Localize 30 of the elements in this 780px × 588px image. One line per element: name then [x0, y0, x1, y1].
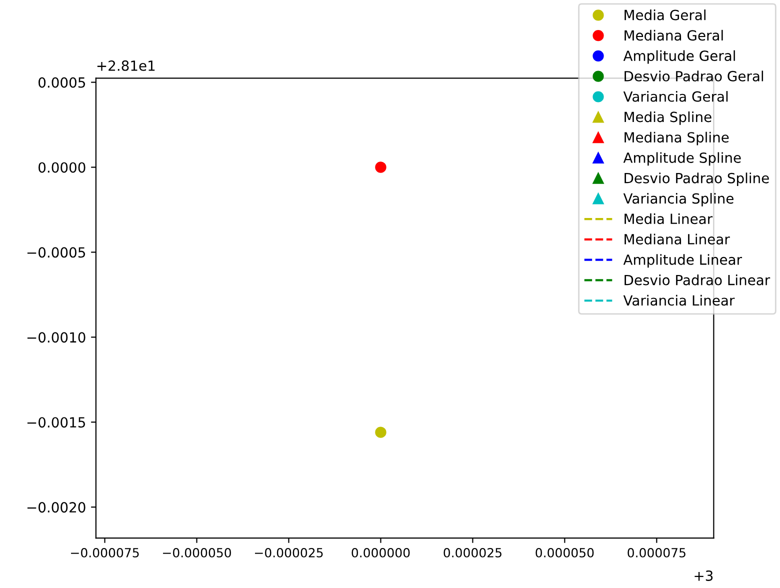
legend-label: Desvio Padrao Linear — [624, 274, 770, 286]
x-tick-label: −0.000025 — [255, 548, 323, 558]
legend-label: Amplitude Spline — [623, 152, 741, 166]
legend-label: Variancia Linear — [623, 294, 735, 306]
legend-label: Mediana Geral — [624, 30, 723, 41]
legend-label: Desvio Padrao Geral — [624, 70, 764, 82]
x-tick-label: 0.000050 — [536, 548, 594, 558]
y-tick-label: −0.0015 — [27, 417, 86, 428]
x-tick-label: −0.000050 — [163, 548, 231, 558]
legend-label: Mediana Linear — [624, 234, 730, 245]
legend-label: Media Spline — [624, 111, 712, 125]
y-tick-label: −0.0005 — [27, 247, 86, 258]
y-tick-label: −0.0010 — [27, 332, 86, 343]
y-tick-label: 0.0005 — [38, 77, 86, 88]
x-tick-label: 0.000075 — [628, 548, 686, 558]
legend-label: Media Linear — [624, 213, 713, 224]
x-tick-label: −0.000075 — [71, 548, 139, 558]
legend-label: Desvio Padrao Spline — [624, 172, 769, 186]
legend-label: Amplitude Geral — [623, 50, 735, 64]
legend-label: Media Geral — [624, 10, 706, 20]
legend-label: Variancia Geral — [623, 91, 728, 102]
y-tick-label: 0.0000 — [38, 162, 86, 173]
x-tick-label: 0.000025 — [444, 548, 502, 558]
text: +2.81e1 — [97, 60, 155, 71]
legend-label: Variancia Spline — [623, 192, 734, 206]
legend-label: Amplitude Linear — [623, 254, 742, 268]
legend-label: Mediana Spline — [624, 132, 729, 146]
y-tick-label: −0.0020 — [27, 502, 86, 513]
x-tick-label: 0.000000 — [352, 548, 410, 558]
text: +3 — [694, 570, 713, 581]
